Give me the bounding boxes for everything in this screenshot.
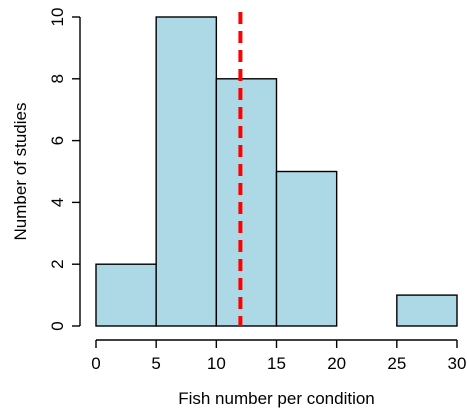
y-tick-label-8: 8 (48, 74, 67, 83)
y-tick-label-6: 6 (48, 136, 67, 145)
histogram-bar-15-20 (275, 170, 338, 327)
y-tick-label-2: 2 (48, 259, 67, 268)
x-tick-label-30: 30 (448, 354, 467, 373)
x-tick-label-5: 5 (151, 354, 160, 373)
x-tick-label-20: 20 (327, 354, 346, 373)
x-tick-label-0: 0 (91, 354, 100, 373)
x-axis-title: Fish number per condition (178, 389, 375, 408)
y-tick-label-10: 10 (48, 8, 67, 27)
y-tick-label-0: 0 (48, 321, 67, 330)
x-tick-label-15: 15 (267, 354, 286, 373)
x-tick-label-10: 10 (207, 354, 226, 373)
histogram-bar-25-30 (396, 294, 458, 327)
x-tick-label-25: 25 (387, 354, 406, 373)
y-axis-title: Number of studies (11, 103, 30, 241)
histogram-bar-10-15 (215, 78, 278, 327)
histogram-bar-0-5 (95, 263, 157, 327)
x-axis-ticks: 0 5 10 15 20 25 30 (91, 340, 466, 373)
histogram-bars (95, 16, 458, 327)
histogram-bar-5-10 (155, 16, 218, 327)
y-axis-ticks: 0 2 4 6 8 10 (48, 8, 80, 331)
y-tick-label-4: 4 (48, 198, 67, 207)
